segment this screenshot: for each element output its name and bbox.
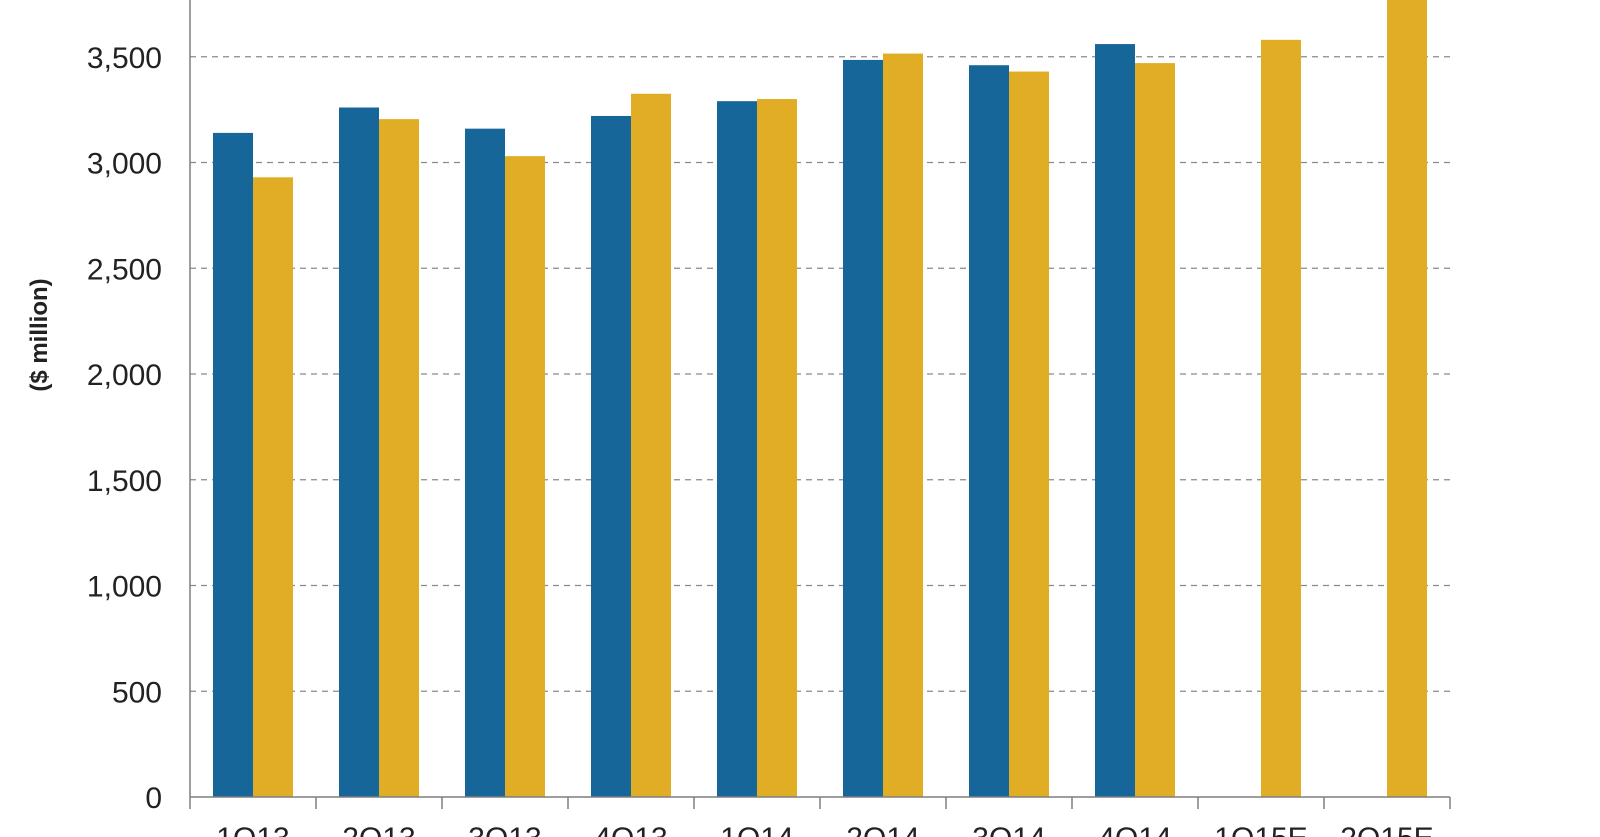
bar-4Q13-series-1	[591, 115, 631, 798]
y-tick-label: 0	[145, 782, 162, 815]
x-tick-label: 2Q15E	[1340, 822, 1433, 837]
bar-3Q13-series-2	[505, 156, 545, 797]
x-tick-label: 3Q14	[972, 822, 1045, 837]
y-tick-label: 2,500	[87, 253, 162, 286]
y-tick-label: 3,000	[87, 148, 162, 181]
bar-2Q14-series-2	[883, 53, 923, 797]
bar-4Q13-series-2	[631, 93, 671, 797]
bar-1Q14-series-2	[757, 99, 797, 798]
x-tick-label: 1Q14	[720, 822, 793, 837]
x-tick-label: 4Q13	[594, 822, 667, 837]
x-tick-label: 1Q13	[216, 822, 289, 837]
bar-2Q15E-series-2	[1387, 0, 1427, 797]
bar-1Q14-series-1	[717, 101, 757, 798]
bar-2Q13-series-2	[379, 119, 419, 797]
bar-3Q13-series-1	[465, 128, 505, 797]
bar-4Q14-series-2	[1135, 63, 1175, 798]
y-axis-title: ($ million)	[26, 278, 53, 391]
bar-3Q14-series-2	[1009, 71, 1049, 798]
bar-1Q15E-series-2	[1261, 39, 1301, 797]
bar-1Q13-series-1	[213, 132, 253, 797]
bar-2Q14-series-1	[843, 59, 883, 798]
bar-1Q13-series-2	[253, 177, 293, 797]
y-tick-label: 1,500	[87, 465, 162, 498]
y-tick-label: 3,500	[87, 42, 162, 75]
x-tick-label: 4Q14	[1098, 822, 1171, 837]
axes	[189, 0, 1451, 809]
y-tick-labels: 0 500 1,000 1,500 2,000 2,500 3,000 3,500	[87, 42, 162, 815]
y-tick-label: 500	[112, 676, 162, 709]
bar-4Q14-series-1	[1095, 44, 1135, 798]
x-tick-labels: 1Q13 2Q13 3Q13 4Q13 1Q14 2Q14 3Q14 4Q14 1Q15E 2Q1…	[216, 822, 1433, 837]
x-tick-label: 2Q13	[342, 822, 415, 837]
x-tick-label: 1Q15E	[1214, 822, 1307, 837]
y-tick-label: 2,000	[87, 359, 162, 392]
bar-3Q14-series-1	[969, 65, 1009, 797]
bar-2Q13-series-1	[339, 107, 379, 797]
x-tick-label: 2Q14	[846, 822, 919, 837]
bars	[213, 0, 1427, 798]
x-tick-label: 3Q13	[468, 822, 541, 837]
y-tick-label: 1,000	[87, 571, 162, 604]
